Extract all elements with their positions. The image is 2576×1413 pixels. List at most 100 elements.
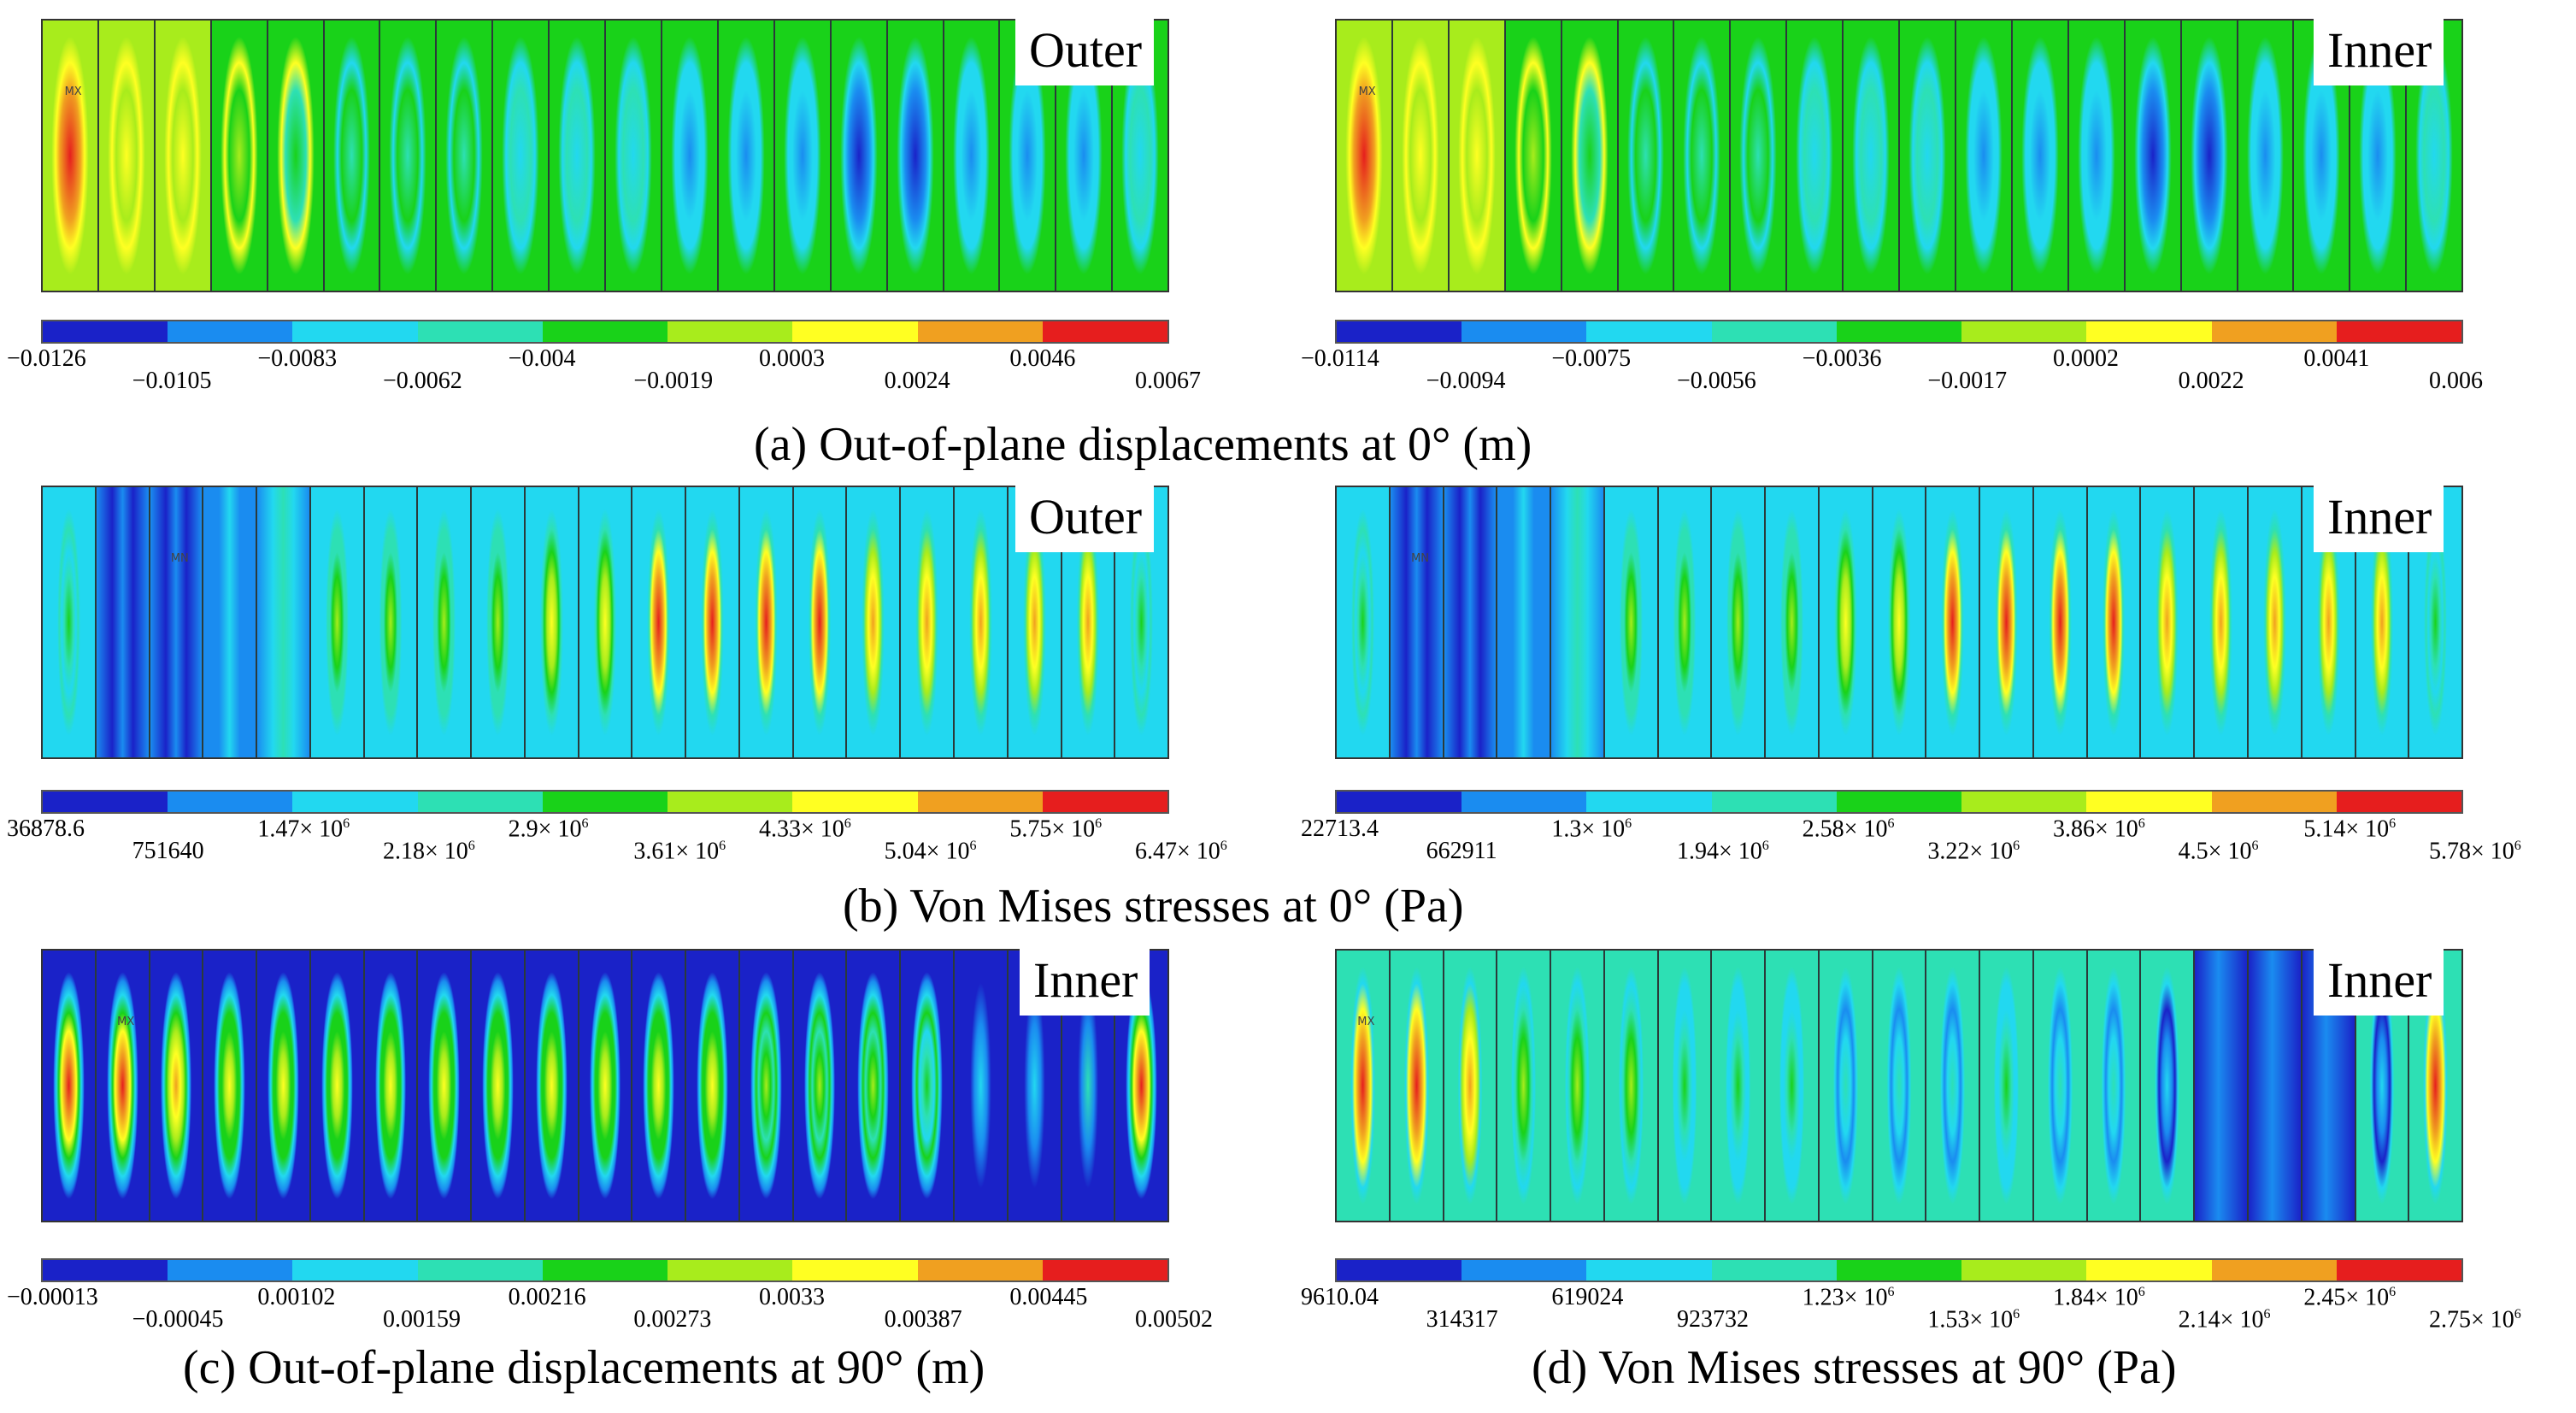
colorbar-segment <box>1337 792 1462 812</box>
contour-strip <box>268 21 325 291</box>
contour-strip <box>2238 21 2295 291</box>
contour-strip <box>1551 951 1605 1221</box>
contour-strip: MX <box>1337 951 1391 1221</box>
colorbar-segment <box>1461 1260 1587 1281</box>
contour-marker: MX <box>117 1015 135 1028</box>
contour-strip <box>2125 21 2182 291</box>
panel-tag: Inner <box>2314 19 2444 85</box>
contour-strip <box>155 21 212 291</box>
contour-strip <box>98 21 156 291</box>
contour-strip <box>955 487 1009 757</box>
colorbar-segment <box>668 321 793 342</box>
colorbar-tick-label: −0.00045 <box>132 1306 224 1333</box>
colorbar-segment <box>792 792 918 812</box>
colorbar-segment <box>43 792 168 812</box>
contour-plot: MX <box>41 19 1169 292</box>
colorbar-segment <box>1711 792 1837 812</box>
contour-strip <box>1390 951 1444 1221</box>
colorbar-tick-label: 923732 <box>1677 1306 1749 1333</box>
colorbar-tick-label: 1.23× 106 <box>1802 1284 1895 1311</box>
colorbar-tick-label: 751640 <box>132 838 204 864</box>
contour-strip <box>718 21 775 291</box>
contour-strip <box>686 487 740 757</box>
colorbar <box>41 320 1169 344</box>
colorbar-segment <box>2211 1260 2337 1281</box>
colorbar-segment <box>1586 1260 1712 1281</box>
colorbar-tick-label: 36878.6 <box>7 815 85 842</box>
contour-strip <box>1674 21 1732 291</box>
colorbar-tick-label: 0.0046 <box>1009 345 1076 372</box>
colorbar-tick-label: −0.0114 <box>1301 345 1379 372</box>
contour-strip <box>662 21 719 291</box>
colorbar-segment <box>2336 321 2461 342</box>
colorbar-tick-label: −0.0036 <box>1802 345 1882 372</box>
colorbar-segment <box>2086 321 2212 342</box>
contour-strip: MX <box>1337 21 1393 291</box>
colorbar-segment <box>1337 1260 1462 1281</box>
colorbar-tick-label: 3.61× 106 <box>633 838 726 865</box>
colorbar-tick-label: 0.00273 <box>633 1306 712 1333</box>
contour-strip <box>2181 21 2238 291</box>
contour-strip <box>1449 21 1506 291</box>
contour-strip <box>364 951 419 1221</box>
colorbar-segment <box>2211 792 2337 812</box>
colorbar-tick-label: 0.00445 <box>1009 1284 1088 1310</box>
colorbar-segment <box>168 1260 293 1281</box>
colorbar-segment <box>917 1260 1043 1281</box>
contour-strip <box>418 951 473 1221</box>
colorbar-segment <box>1836 1260 1962 1281</box>
colorbar-tick-label: 0.0041 <box>2303 345 2370 372</box>
colorbar <box>41 790 1169 814</box>
contour-strip <box>1604 951 1659 1221</box>
contour-strip <box>96 487 150 757</box>
contour-strip <box>2033 487 2088 757</box>
contour-strip <box>2141 951 2196 1221</box>
contour-strip <box>1551 487 1605 757</box>
contour-strip <box>1980 487 2034 757</box>
contour-strip <box>1956 21 2013 291</box>
contour-strip: MN <box>1390 487 1444 757</box>
contour-strip <box>774 21 832 291</box>
colorbar-segment <box>1961 1260 2087 1281</box>
colorbar-tick-label: 2.45× 106 <box>2303 1284 2397 1311</box>
colorbar-tick-label: −0.0094 <box>1426 368 1506 394</box>
contour-strip <box>901 951 956 1221</box>
colorbar-tick-label: 0.0002 <box>2053 345 2119 372</box>
colorbar-tick-label: 4.33× 106 <box>759 815 851 843</box>
colorbar-tick-label: 2.9× 106 <box>508 815 589 843</box>
contour-strip <box>2087 951 2142 1221</box>
colorbar-segment <box>542 1260 668 1281</box>
colorbar-tick-label: 2.75× 106 <box>2429 1306 2521 1334</box>
contour-strip <box>793 487 848 757</box>
colorbar-tick-label: 1.3× 106 <box>1551 815 1632 843</box>
contour-strip <box>2195 487 2250 757</box>
contour-strip <box>1604 487 1659 757</box>
colorbar-tick-label: 0.0024 <box>884 368 950 394</box>
colorbar-segment <box>1042 321 1167 342</box>
contour-marker: MX <box>1357 1015 1375 1028</box>
caption-c: (c) Out-of-plane displacements at 90° (m… <box>183 1341 985 1394</box>
contour-strip <box>1392 21 1450 291</box>
contour-strip: MX <box>43 21 99 291</box>
contour-strip: MN <box>150 487 204 757</box>
colorbar-tick-label: 662911 <box>1426 838 1497 864</box>
contour-strip <box>739 487 794 757</box>
colorbar-segment <box>917 792 1043 812</box>
contour-strip <box>1766 951 1820 1221</box>
contour-strip <box>2249 487 2303 757</box>
colorbar-tick-label: 22713.4 <box>1301 815 1379 842</box>
contour-strip <box>380 21 438 291</box>
contour-strip <box>437 21 494 291</box>
contour-strip <box>887 21 944 291</box>
contour-plot: MX <box>1335 19 2463 292</box>
colorbar-tick-label: 0.0022 <box>2178 368 2244 394</box>
colorbar-tick-label: −0.0105 <box>132 368 212 394</box>
contour-strip <box>525 487 579 757</box>
contour-strip <box>606 21 662 291</box>
colorbar-tick-label: 0.00159 <box>383 1306 461 1333</box>
contour-strip <box>1561 21 1619 291</box>
colorbar-segment <box>1337 321 1462 342</box>
colorbar <box>1335 790 2463 814</box>
colorbar-tick-label: 2.14× 106 <box>2178 1306 2271 1334</box>
colorbar-segment <box>1711 321 1837 342</box>
